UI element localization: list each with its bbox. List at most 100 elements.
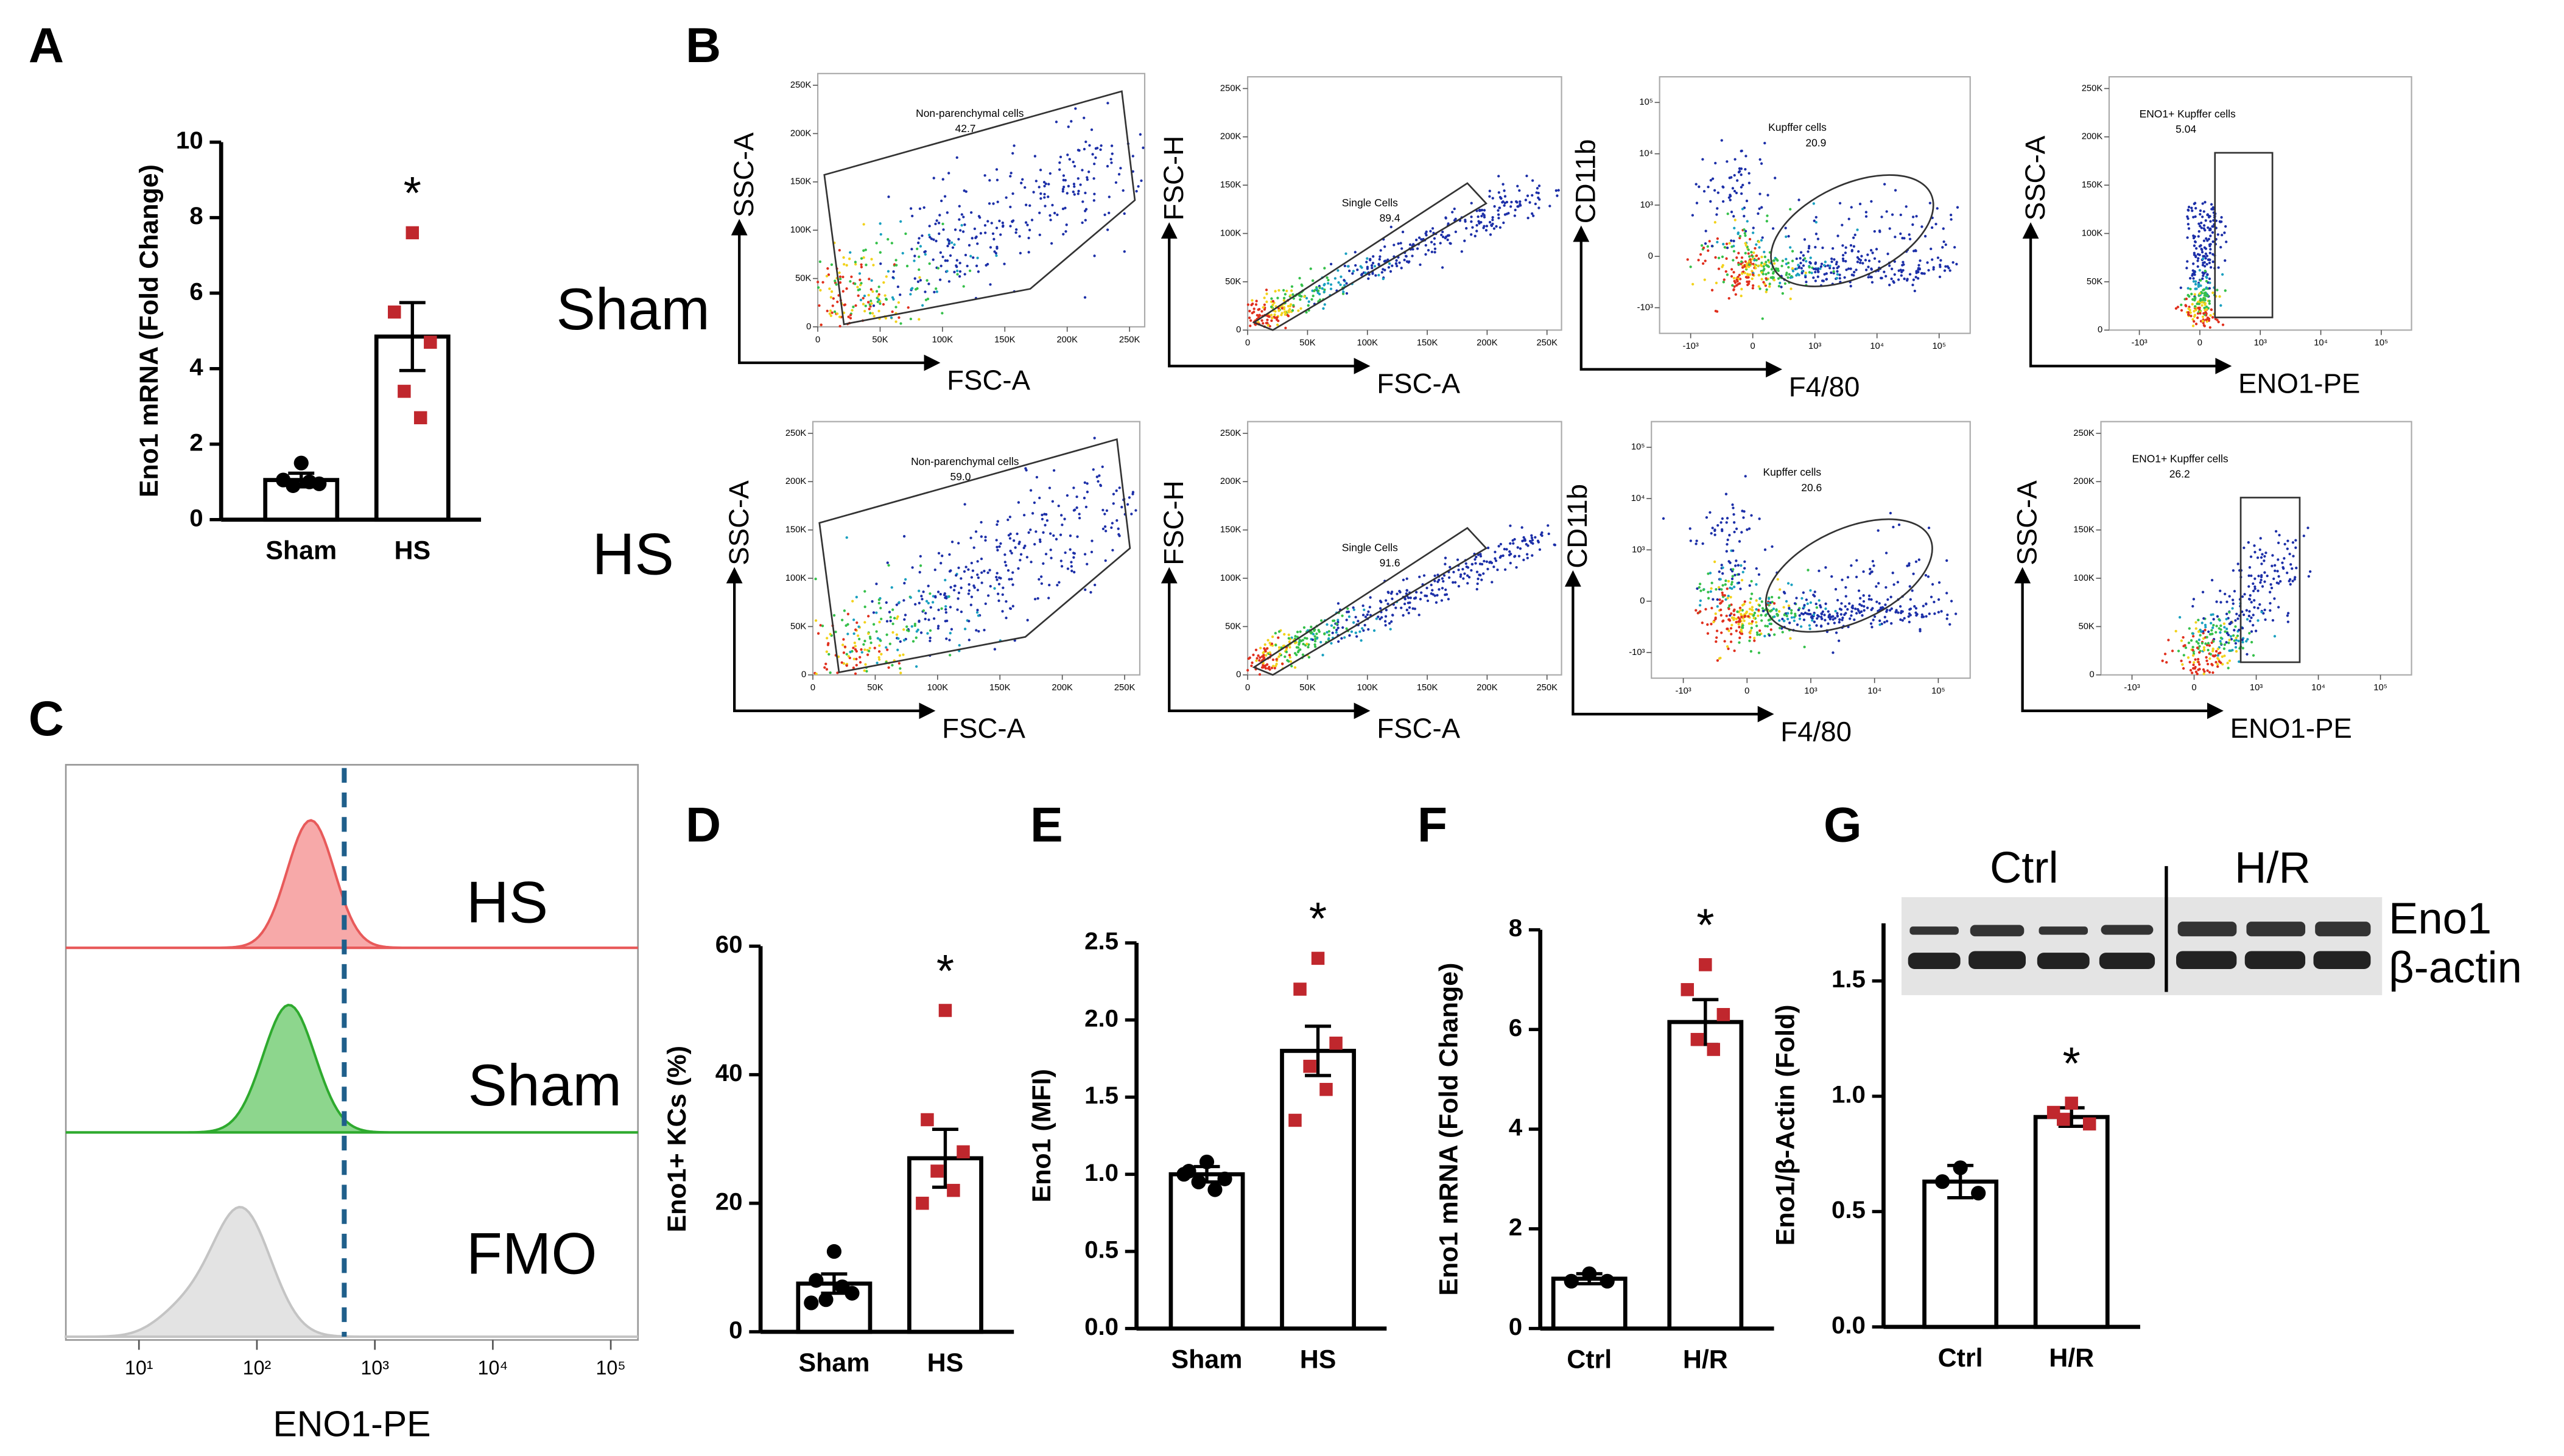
- event-dot: [846, 612, 850, 615]
- event-dot: [1731, 284, 1734, 287]
- event-dot: [1835, 262, 1838, 266]
- event-dot: [1100, 144, 1103, 147]
- event-dot: [909, 596, 912, 599]
- event-dot: [1388, 262, 1391, 265]
- event-dot: [902, 653, 905, 656]
- x-tick-label: -10³: [2124, 683, 2140, 693]
- event-dot: [993, 587, 996, 590]
- event-dot: [2247, 541, 2250, 544]
- event-dot: [1509, 524, 1512, 527]
- event-dot: [2192, 598, 2196, 601]
- event-dot: [1824, 566, 1827, 569]
- event-dot: [1733, 219, 1737, 222]
- event-dot: [2246, 653, 2249, 656]
- event-dot: [1475, 570, 1479, 573]
- event-dot: [1888, 227, 1891, 230]
- event-dot: [1257, 308, 1260, 311]
- event-dot: [1707, 597, 1710, 600]
- event-dot: [2200, 221, 2203, 225]
- event-dot: [1389, 628, 1392, 631]
- event-dot: [1408, 243, 1412, 247]
- event-dot: [1271, 665, 1275, 668]
- event-dot: [1106, 228, 1109, 231]
- event-dot: [1072, 486, 1075, 489]
- event-dot: [952, 589, 956, 592]
- data-point: [938, 1004, 952, 1017]
- event-dot: [2246, 618, 2249, 621]
- event-dot: [1505, 200, 1509, 204]
- event-dot: [1290, 285, 1294, 288]
- event-dot: [2211, 260, 2215, 264]
- event-dot: [1758, 207, 1761, 211]
- event-dot: [1849, 284, 1852, 288]
- event-dot: [2200, 248, 2204, 251]
- event-dot: [1262, 663, 1265, 667]
- event-dot: [1058, 161, 1061, 164]
- event-dot: [1720, 631, 1723, 634]
- event-dot: [1710, 581, 1713, 584]
- event-dot: [1250, 303, 1253, 307]
- event-dot: [1025, 556, 1029, 559]
- data-point: [1217, 1171, 1232, 1186]
- event-dot: [1733, 285, 1736, 288]
- event-dot: [1030, 219, 1034, 222]
- event-dot: [1956, 206, 1959, 209]
- event-dot: [1695, 183, 1698, 186]
- event-dot: [1894, 236, 1897, 239]
- event-dot: [1863, 604, 1866, 608]
- event-dot: [953, 243, 956, 247]
- panel-letter: C: [29, 691, 64, 746]
- event-dot: [1106, 164, 1109, 168]
- event-dot: [1747, 615, 1750, 618]
- event-dot: [1756, 633, 1759, 636]
- event-dot: [1819, 265, 1823, 268]
- event-dot: [2233, 590, 2236, 593]
- event-dot: [1394, 606, 1397, 609]
- significance-mark: *: [936, 945, 954, 996]
- event-dot: [2288, 579, 2291, 583]
- axis-arrow: [1168, 580, 1357, 712]
- event-dot: [821, 625, 824, 628]
- event-dot: [1547, 524, 1550, 527]
- event-dot: [1768, 282, 1771, 285]
- event-dot: [951, 246, 955, 249]
- event-dot: [1899, 213, 1902, 217]
- event-dot: [852, 667, 855, 670]
- event-dot: [1707, 572, 1710, 575]
- event-dot: [1755, 625, 1758, 628]
- event-dot: [1341, 614, 1344, 617]
- data-point: [406, 226, 420, 240]
- event-dot: [1911, 284, 1914, 287]
- event-dot: [1856, 261, 1860, 264]
- event-dot: [980, 535, 983, 538]
- event-dot: [1494, 550, 1497, 554]
- event-dot: [1803, 645, 1806, 648]
- event-dot: [984, 539, 987, 542]
- event-dot: [1123, 250, 1126, 253]
- event-dot: [2210, 662, 2213, 666]
- event-dot: [1388, 621, 1391, 625]
- event-dot: [1441, 230, 1444, 234]
- event-dot: [1915, 270, 1918, 273]
- event-dot: [2286, 547, 2289, 550]
- event-dot: [968, 639, 971, 642]
- event-dot: [1710, 587, 1713, 590]
- event-dot: [1909, 614, 1912, 617]
- event-dot: [1732, 617, 1735, 620]
- y-tick-label: 100K: [2073, 573, 2095, 583]
- event-dot: [1893, 260, 1896, 263]
- event-dot: [963, 189, 966, 192]
- event-dot: [1716, 605, 1719, 608]
- event-dot: [2179, 286, 2182, 289]
- event-dot: [2268, 590, 2272, 593]
- event-dot: [1733, 521, 1736, 524]
- event-dot: [1263, 308, 1266, 311]
- event-dot: [1912, 250, 1916, 253]
- event-dot: [1408, 601, 1411, 604]
- event-dot: [932, 177, 935, 180]
- event-dot: [1531, 212, 1534, 215]
- event-dot: [1846, 576, 1850, 579]
- event-dot: [1884, 586, 1888, 589]
- event-dot: [1433, 574, 1436, 578]
- event-dot: [1503, 568, 1507, 571]
